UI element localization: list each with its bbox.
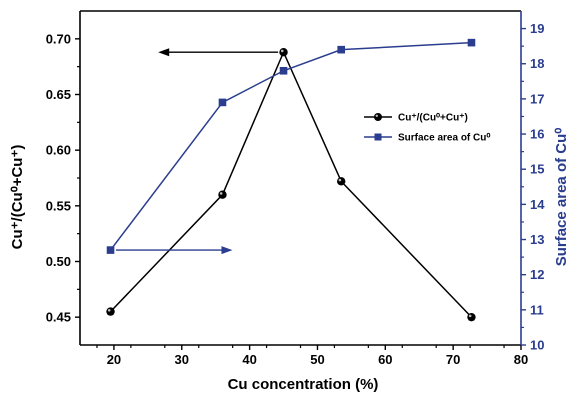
right-axis-arrowhead	[221, 246, 233, 255]
data-point-highlight	[338, 178, 342, 182]
right-y-tick-label: 10	[530, 338, 544, 353]
data-point-highlight	[219, 192, 223, 195]
right-y-tick-label: 14	[530, 197, 545, 212]
legend-label: Cu⁺/(Cu⁰+Cu⁺)	[398, 113, 468, 124]
right-y-tick-label: 18	[530, 56, 544, 71]
data-point-square	[467, 38, 476, 47]
right-y-tick-label: 16	[530, 127, 544, 142]
right-y-tick-label: 13	[530, 232, 544, 247]
x-tick-label: 60	[378, 352, 392, 367]
x-tick-label: 40	[242, 352, 256, 367]
x-tick-label: 30	[175, 352, 189, 367]
right-y-tick-label: 17	[530, 91, 544, 106]
left-y-tick-label: 0.70	[46, 31, 71, 46]
data-point-circle	[106, 307, 115, 316]
data-point-highlight	[280, 49, 284, 53]
x-tick-label: 50	[310, 352, 324, 367]
legend-label: Surface area of Cu⁰	[398, 133, 490, 144]
data-point-square	[106, 246, 115, 254]
data-point-circle	[337, 177, 346, 186]
right-y-tick-label: 19	[530, 21, 544, 36]
data-point-square	[218, 98, 227, 107]
left-y-axis-title: Cu⁺/(Cu⁰+Cu⁺)	[9, 145, 26, 250]
data-point-circle	[218, 190, 227, 199]
left-y-tick-label: 0.50	[46, 254, 71, 269]
x-tick-label: 70	[446, 352, 460, 367]
right-y-tick-label: 15	[530, 162, 544, 177]
right-y-tick-label: 11	[530, 302, 544, 317]
data-point-circle	[279, 47, 288, 57]
x-tick-label: 80	[514, 352, 528, 367]
data-point-highlight	[468, 314, 472, 318]
left-y-tick-label: 0.60	[46, 143, 71, 158]
left-y-tick-label: 0.55	[46, 198, 71, 213]
left-axis-arrowhead	[158, 48, 170, 57]
data-point-square	[337, 45, 346, 54]
left-y-tick-label: 0.45	[46, 310, 71, 325]
legend-marker-highlight	[375, 114, 378, 118]
legend-marker-square	[374, 133, 382, 141]
x-axis-title: Cu concentration (%)	[228, 376, 379, 393]
legend-marker-circle	[374, 113, 382, 121]
x-tick-label: 20	[107, 352, 121, 367]
left-y-tick-label: 0.65	[46, 87, 71, 102]
data-point-square	[279, 66, 288, 75]
right-y-tick-label: 12	[530, 267, 544, 282]
data-point-circle	[467, 312, 476, 322]
series-line-1	[109, 41, 472, 251]
data-point-highlight	[107, 309, 111, 312]
right-y-axis-title: Surface area of Cu⁰	[553, 128, 570, 267]
series-line-0	[109, 50, 473, 318]
